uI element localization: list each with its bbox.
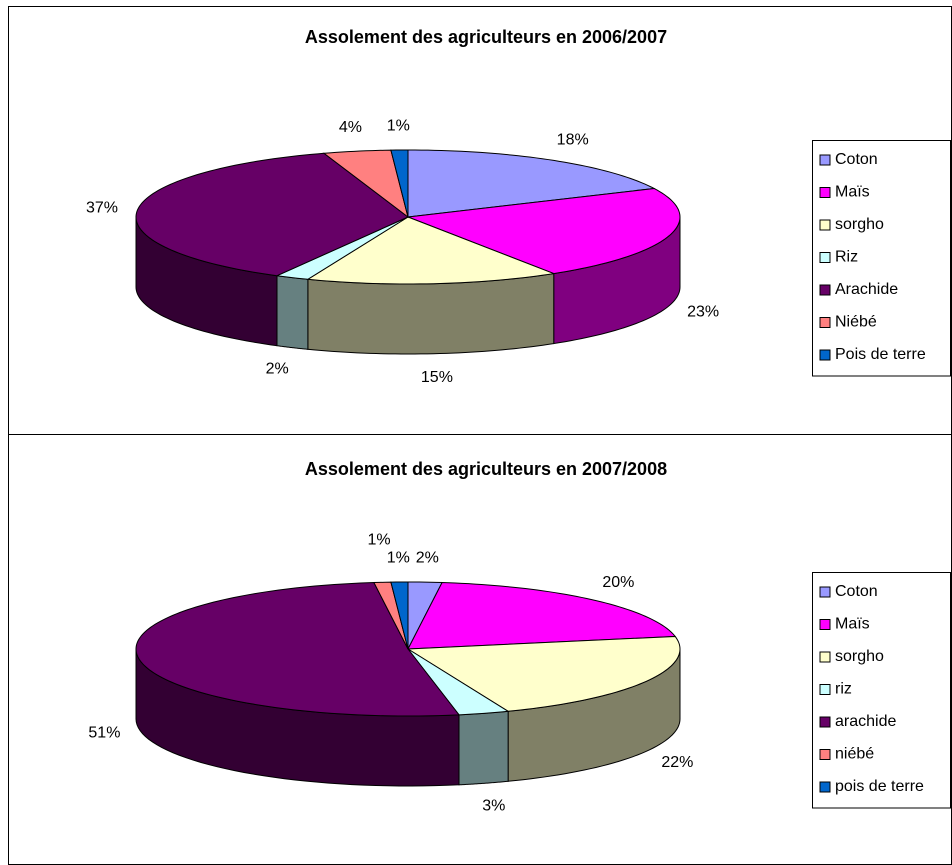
data-label: 37% [86,200,118,217]
slice [306,216,556,285]
legend-label: Riz [835,249,858,266]
legend-swatch [819,252,831,263]
legend-label: niébé [835,746,874,763]
legend-label: arachide [835,713,896,730]
data-label: 4% [339,119,362,136]
legend-swatch [819,749,831,760]
slice [275,216,409,280]
legend-label: Niébé [835,314,877,331]
legend-label: Arachide [835,281,898,298]
slice-side [307,272,555,355]
legend-label: pois de terre [835,778,924,795]
data-label: 1% [387,117,410,134]
data-label: 15% [421,369,453,386]
legend-swatch [819,154,831,166]
slice [407,149,656,218]
legend-label: Pois de terre [835,346,926,363]
data-label: 22% [661,754,693,771]
legend-swatch [819,349,831,361]
legend-swatch [819,781,831,793]
slice [390,581,409,650]
slice [407,582,677,650]
slice-side [458,710,509,786]
legend-label: riz [835,681,852,698]
data-label: 51% [88,724,120,741]
slice [407,187,681,275]
data-label: 1% [387,549,410,566]
data-label: 1% [368,532,391,549]
slice [135,152,409,277]
legend-label: Maïs [835,184,870,201]
legend-swatch [819,586,831,598]
slice [406,635,681,712]
chart-title: Assolement des agriculteurs en 2007/2008 [305,459,667,479]
legend-label: Coton [835,583,878,600]
data-label: 18% [557,131,589,148]
legend-swatch [819,317,831,328]
slice [135,582,460,717]
slice [407,648,510,716]
slice [322,149,409,219]
legend-swatch [819,619,831,630]
legend-label: Coton [835,151,878,168]
data-label: 3% [482,798,505,815]
legend-box [812,572,951,809]
legend-swatch [819,684,831,695]
slice [390,149,409,218]
legend-label: Maïs [835,616,870,633]
legend-box [812,140,951,377]
slice-side [276,275,309,350]
chart-title: Assolement des agriculteurs en 2006/2007 [305,27,667,47]
legend-swatch [819,651,831,663]
legend-swatch [819,284,831,296]
legend-swatch [819,716,831,728]
data-label: 23% [687,304,719,321]
data-label: 20% [602,574,634,591]
legend-label: sorgho [835,648,884,665]
data-label: 2% [266,361,289,378]
legend-swatch [819,187,831,198]
legend-swatch [819,219,831,231]
legend-label: sorgho [835,216,884,233]
data-label: 2% [416,549,439,566]
